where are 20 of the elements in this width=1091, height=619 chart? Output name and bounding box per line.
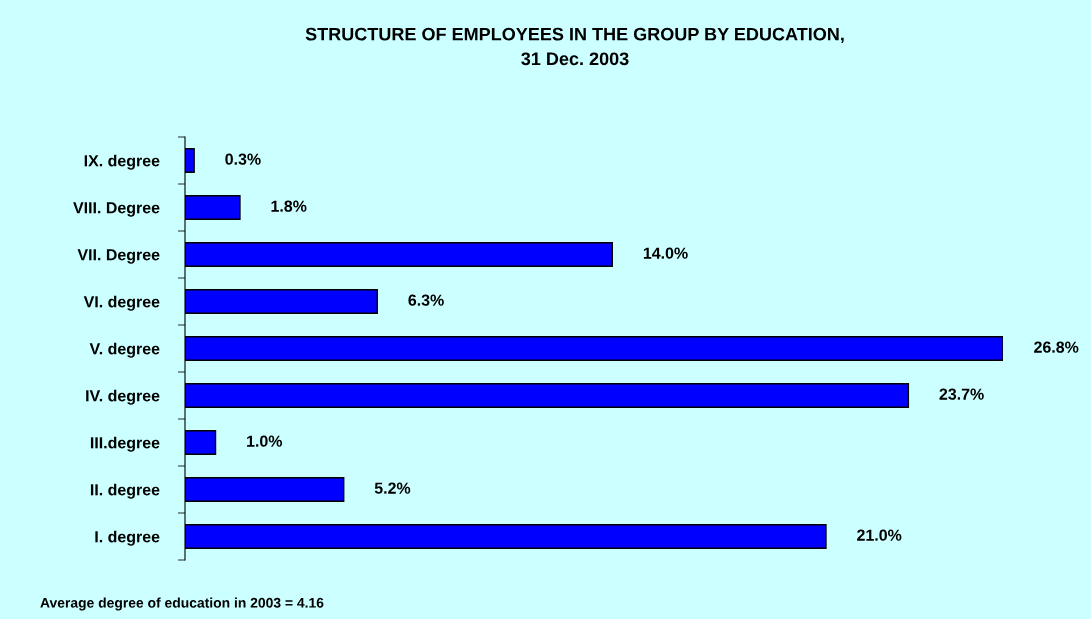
data-label: 26.8% [1034,341,1079,353]
data-label: 1.8% [271,200,307,212]
data-label: 23.7% [939,388,984,400]
text: Average degree of education in 2003 = 4.16 [40,597,324,611]
data-label: 5.2% [374,482,411,494]
y-tick-label: I. degree [95,530,160,546]
y-tick-label: VIII. Degree [73,202,160,217]
y-tick-label: II. degree [90,483,160,499]
data-label: 0.3% [225,153,261,165]
y-tick-label: IV. degree [86,389,160,405]
y-tick-label: VI. degree [83,295,160,311]
chart-title: STRUCTURE OF EMPLOYEES IN THE GROUP BY EDUCATION, 31 Dec. 2003 [305,27,844,66]
y-tick-label: V. degree [89,342,160,358]
data-label: 21.0% [857,529,902,541]
data-label: 6.3% [408,294,444,306]
y-tick-label: VII. Degree [77,249,160,264]
data-label: 14.0% [643,247,688,259]
y-tick-label: IX. degree [84,154,160,170]
y-tick-label: III.degree [90,436,160,452]
data-label: 1.0% [247,435,283,447]
